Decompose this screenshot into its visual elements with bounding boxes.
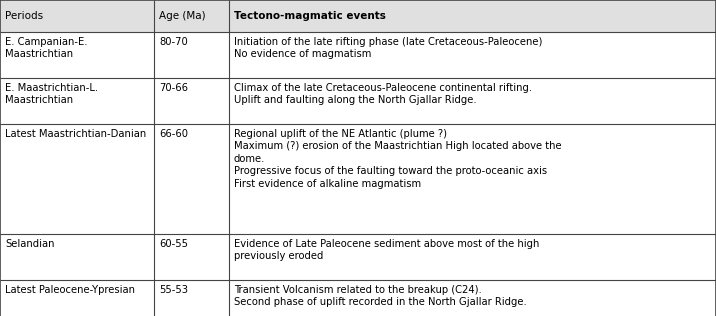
Text: Periods: Periods (5, 11, 43, 21)
Text: 60-55: 60-55 (159, 239, 188, 249)
Text: Latest Maastrichtian-Danian: Latest Maastrichtian-Danian (5, 129, 146, 139)
Text: 55-53: 55-53 (159, 285, 188, 295)
Text: Transient Volcanism related to the breakup (C24).
Second phase of uplift recorde: Transient Volcanism related to the break… (234, 285, 527, 307)
Text: Age (Ma): Age (Ma) (159, 11, 205, 21)
Text: Initiation of the late rifting phase (late Cretaceous-Paleocene)
No evidence of : Initiation of the late rifting phase (la… (234, 37, 543, 59)
Bar (0, 0, 716, 32)
Text: Climax of the late Cretaceous-Paleocene continental rifting.
Uplift and faulting: Climax of the late Cretaceous-Paleocene … (234, 83, 532, 106)
Text: 66-60: 66-60 (159, 129, 188, 139)
Text: 70-66: 70-66 (159, 83, 188, 93)
Text: 80-70: 80-70 (159, 37, 188, 47)
Text: E. Campanian-E.
Maastrichtian: E. Campanian-E. Maastrichtian (5, 37, 87, 59)
Text: E. Maastrichtian-L.
Maastrichtian: E. Maastrichtian-L. Maastrichtian (5, 83, 98, 106)
Text: Selandian: Selandian (5, 239, 54, 249)
Text: Latest Paleocene-Ypresian: Latest Paleocene-Ypresian (5, 285, 135, 295)
Text: Evidence of Late Paleocene sediment above most of the high
previously eroded: Evidence of Late Paleocene sediment abov… (234, 239, 539, 261)
Text: Tectono-magmatic events: Tectono-magmatic events (234, 11, 386, 21)
Text: Regional uplift of the NE Atlantic (plume ?)
Maximum (?) erosion of the Maastric: Regional uplift of the NE Atlantic (plum… (234, 129, 561, 189)
